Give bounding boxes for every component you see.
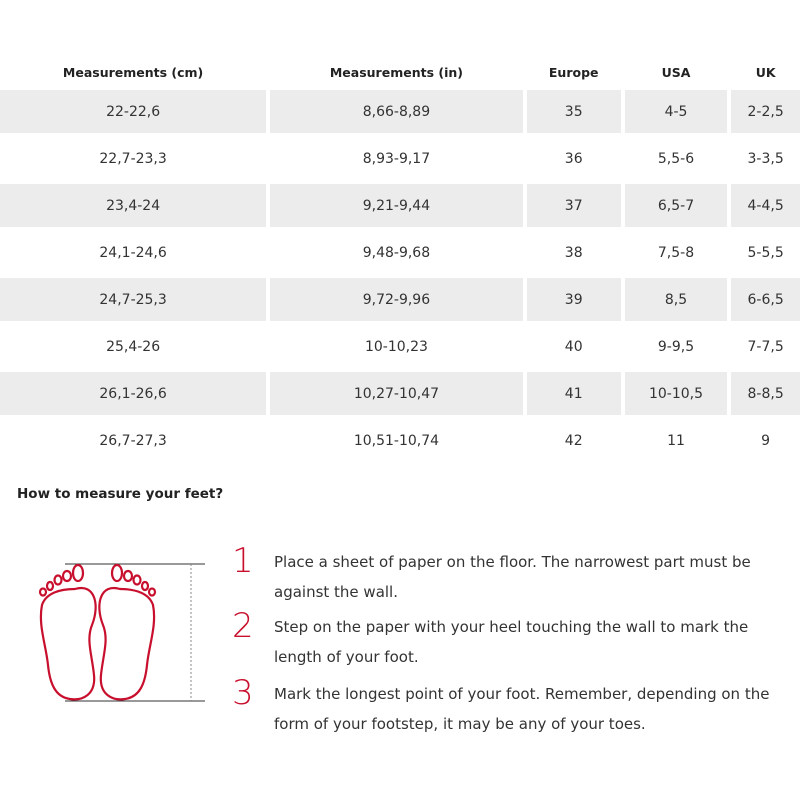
table-cell: 11	[624, 417, 728, 464]
table-row: 22-22,6 8,66-8,89 35 4-5 2-2,5	[0, 88, 800, 135]
column-header: Measurements (cm)	[62, 64, 204, 80]
column-header: UK	[755, 64, 776, 80]
step-number: 1	[232, 541, 254, 581]
table-row: 24,1-24,6 9,48-9,68 38 7,5-8 5-5,5	[0, 229, 800, 276]
table-cell: 7-7,5	[731, 323, 800, 370]
table-cell: 25,4-26	[0, 323, 267, 370]
table-cell: 41	[526, 370, 621, 417]
table-cell: 42	[526, 417, 621, 464]
column-header: Measurements (in)	[329, 64, 463, 80]
table-cell: 26,1-26,6	[0, 370, 267, 417]
table-cell: 37	[526, 182, 621, 229]
table-cell: 4-5	[624, 88, 728, 135]
table-row: 26,1-26,6 10,27-10,47 41 10-10,5 8-8,5	[0, 370, 800, 417]
table-cell: 38	[526, 229, 621, 276]
table-cell: 24,1-24,6	[0, 229, 267, 276]
table-cell: 9	[731, 417, 800, 464]
step-number: 2	[232, 606, 254, 646]
table-cell: 39	[526, 276, 621, 323]
column-header: Europe	[548, 64, 599, 80]
size-chart-table: Measurements (cm) Measurements (in) Europe…	[0, 56, 800, 464]
step-text: Step on the paper with your heel touchin…	[274, 618, 749, 666]
table-cell: 26,7-27,3	[0, 417, 267, 464]
table-cell: 22,7-23,3	[0, 135, 267, 182]
step-text: Mark the longest point of your foot. Rem…	[274, 685, 770, 733]
table-cell: 9,48-9,68	[270, 229, 523, 276]
guide-title: How to measure your feet?	[17, 486, 224, 502]
table-cell: 6-6,5	[731, 276, 800, 323]
table-row: 24,7-25,3 9,72-9,96 39 8,5 6-6,5	[0, 276, 800, 323]
table-header-row: Measurements (cm) Measurements (in) Europe…	[0, 56, 800, 88]
table-cell: 8,66-8,89	[270, 88, 523, 135]
table-cell: 9,72-9,96	[270, 276, 523, 323]
table-cell: 10,27-10,47	[270, 370, 523, 417]
table-cell: 5,5-6	[624, 135, 728, 182]
column-header: USA	[661, 64, 691, 80]
table-cell: 10,51-10,74	[270, 417, 523, 464]
table-row: 26,7-27,3 10,51-10,74 42 11 9	[0, 417, 800, 464]
table-row: 25,4-26 10-10,23 40 9-9,5 7-7,5	[0, 323, 800, 370]
table-cell: 9,21-9,44	[270, 182, 523, 229]
step-text: Place a sheet of paper on the floor. The…	[274, 553, 751, 601]
table-cell: 4-4,5	[731, 182, 800, 229]
table-cell: 8,5	[624, 276, 728, 323]
table-cell: 7,5-8	[624, 229, 728, 276]
table-cell: 35	[526, 88, 621, 135]
table-cell: 6,5-7	[624, 182, 728, 229]
table-cell: 9-9,5	[624, 323, 728, 370]
table-row: 23,4-24 9,21-9,44 37 6,5-7 4-4,5	[0, 182, 800, 229]
table-cell: 8-8,5	[731, 370, 800, 417]
step-number: 3	[232, 673, 254, 713]
table-cell: 3-3,5	[731, 135, 800, 182]
table-cell: 36	[526, 135, 621, 182]
table-cell: 22-22,6	[0, 88, 267, 135]
table-cell: 10-10,23	[270, 323, 523, 370]
table-cell: 2-2,5	[731, 88, 800, 135]
table-cell: 40	[526, 323, 621, 370]
table-cell: 23,4-24	[0, 182, 267, 229]
table-cell: 5-5,5	[731, 229, 800, 276]
feet-outline-icon	[38, 563, 205, 702]
table-cell: 8,93-9,17	[270, 135, 523, 182]
table-cell: 10-10,5	[624, 370, 728, 417]
table-row: 22,7-23,3 8,93-9,17 36 5,5-6 3-3,5	[0, 135, 800, 182]
table-cell: 24,7-25,3	[0, 276, 267, 323]
